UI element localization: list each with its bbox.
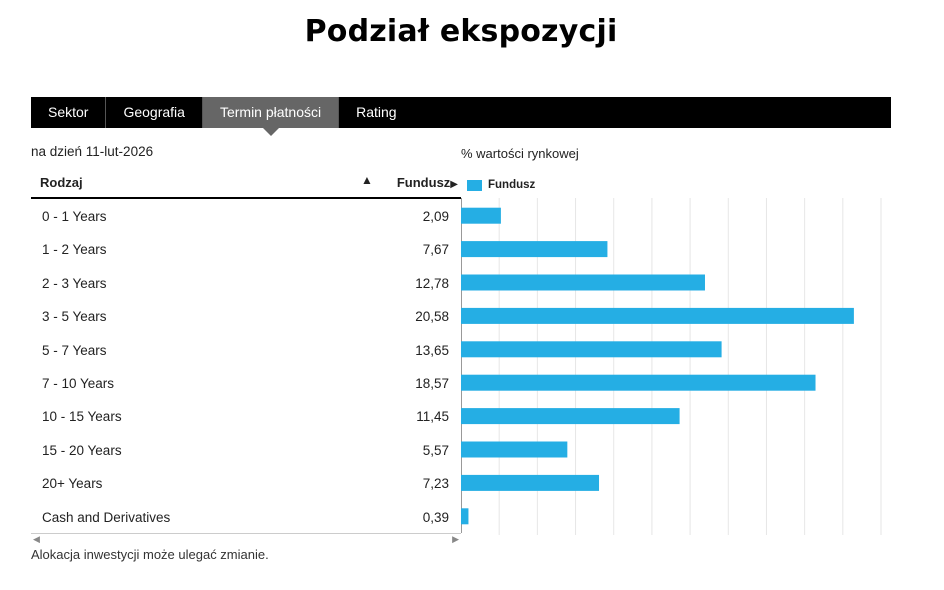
scroll-left-icon[interactable]: ◀ xyxy=(33,534,40,544)
tab-sector[interactable]: Sektor xyxy=(31,97,107,128)
column-header-fund-label: Fundusz xyxy=(396,175,451,190)
table-divider xyxy=(461,198,462,533)
row-value: 18,57 xyxy=(415,375,449,391)
sort-up-icon[interactable]: ▲ xyxy=(361,173,373,187)
row-value: 5,57 xyxy=(422,442,449,458)
table-row: 15 - 20 Years 5,57 xyxy=(31,433,461,466)
table-row: 1 - 2 Years 7,67 xyxy=(31,232,461,265)
bar-chart xyxy=(461,198,882,535)
exposure-table: Rodzaj ▲ Fundusz▶ 0 - 1 Years 2,09 1 - 2 … xyxy=(31,165,461,533)
row-type: 1 - 2 Years xyxy=(42,242,107,258)
table-row: 10 - 15 Years 11,45 xyxy=(31,399,461,432)
exposure-tabs: Sektor Geografia Termin płatności Rating xyxy=(31,97,891,136)
page-title: Podział ekspozycji xyxy=(304,14,618,49)
bar-7-10-years[interactable] xyxy=(461,374,816,391)
table-row: 5 - 7 Years 13,65 xyxy=(31,333,461,366)
bar-cash-and-derivatives[interactable] xyxy=(461,508,469,525)
table-body: 0 - 1 Years 2,09 1 - 2 Years 7,67 2 - 3 Ye… xyxy=(31,199,461,533)
chart-legend: Fundusz xyxy=(467,179,535,191)
scroll-right-icon[interactable]: ▶ xyxy=(452,534,459,544)
bar-0-1-years[interactable] xyxy=(461,207,501,224)
footnote: Alokacja inwestycji może ulegać zmianie. xyxy=(31,547,269,562)
bar-20-years[interactable] xyxy=(461,474,600,491)
row-value: 13,65 xyxy=(415,342,449,358)
table-row: Cash and Derivatives 0,39 xyxy=(31,500,461,533)
table-header: Rodzaj ▲ Fundusz▶ xyxy=(31,165,461,199)
row-value: 7,67 xyxy=(422,242,449,258)
bar-1-2-years[interactable] xyxy=(461,241,608,258)
row-type: 10 - 15 Years xyxy=(42,409,122,425)
row-type: 5 - 7 Years xyxy=(42,342,107,358)
row-type: 2 - 3 Years xyxy=(42,275,107,291)
table-row: 2 - 3 Years 12,78 xyxy=(31,266,461,299)
horizontal-scrollbar[interactable]: ◀ ▶ xyxy=(31,533,461,546)
row-value: 20,58 xyxy=(415,309,449,325)
row-value: 0,39 xyxy=(422,509,449,525)
row-value: 7,23 xyxy=(422,476,449,492)
bar-10-15-years[interactable] xyxy=(461,408,680,425)
row-type: 15 - 20 Years xyxy=(42,442,122,458)
tab-rating[interactable]: Rating xyxy=(356,104,397,120)
as-of-date: na dzień 11-lut-2026 xyxy=(31,144,154,159)
row-type: 20+ Years xyxy=(42,476,103,492)
legend-swatch xyxy=(467,179,482,191)
bar-15-20-years[interactable] xyxy=(461,441,568,458)
tab-geography[interactable]: Geografia xyxy=(106,97,203,128)
chart-title: % wartości rynkowej xyxy=(461,146,579,161)
row-type: 7 - 10 Years xyxy=(42,375,115,391)
bar-2-3-years[interactable] xyxy=(461,274,705,291)
table-row: 0 - 1 Years 2,09 xyxy=(31,199,461,232)
table-row: 7 - 10 Years 18,57 xyxy=(31,366,461,399)
bar-3-5-years[interactable] xyxy=(461,307,854,324)
column-header-fund[interactable]: Fundusz▶ xyxy=(397,175,458,190)
row-value: 12,78 xyxy=(415,275,449,291)
bar-5-7-years[interactable] xyxy=(461,341,722,358)
table-row: 3 - 5 Years 20,58 xyxy=(31,299,461,332)
row-type: 3 - 5 Years xyxy=(42,309,107,325)
table-row: 20+ Years 7,23 xyxy=(31,466,461,499)
row-value: 2,09 xyxy=(422,209,449,224)
tab-maturity[interactable]: Termin płatności xyxy=(202,97,340,136)
row-type: 0 - 1 Years xyxy=(42,209,107,224)
legend-label: Fundusz xyxy=(488,179,536,191)
row-type: Cash and Derivatives xyxy=(42,509,171,525)
column-header-type[interactable]: Rodzaj xyxy=(40,175,83,190)
row-value: 11,45 xyxy=(416,409,449,425)
play-arrow-icon: ▶ xyxy=(450,179,458,190)
